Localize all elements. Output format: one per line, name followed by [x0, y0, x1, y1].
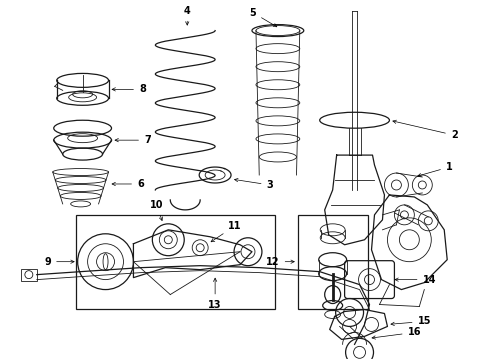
Text: 16: 16: [372, 327, 421, 339]
Bar: [298, 215, 368, 310]
Text: 1: 1: [418, 162, 453, 177]
Text: 4: 4: [184, 6, 191, 25]
Text: 9: 9: [45, 257, 74, 267]
Text: 2: 2: [393, 120, 458, 140]
Text: 8: 8: [112, 84, 146, 94]
Bar: [75, 215, 275, 310]
Text: 11: 11: [211, 221, 242, 242]
Text: 10: 10: [149, 200, 163, 220]
Bar: [21, 269, 37, 280]
Text: 6: 6: [112, 179, 144, 189]
Text: 12: 12: [266, 257, 294, 267]
Text: 3: 3: [235, 179, 273, 190]
Text: 5: 5: [249, 8, 277, 27]
Text: 7: 7: [115, 135, 151, 145]
Text: 14: 14: [395, 275, 436, 285]
Text: 15: 15: [391, 316, 431, 327]
Text: 13: 13: [208, 278, 222, 310]
